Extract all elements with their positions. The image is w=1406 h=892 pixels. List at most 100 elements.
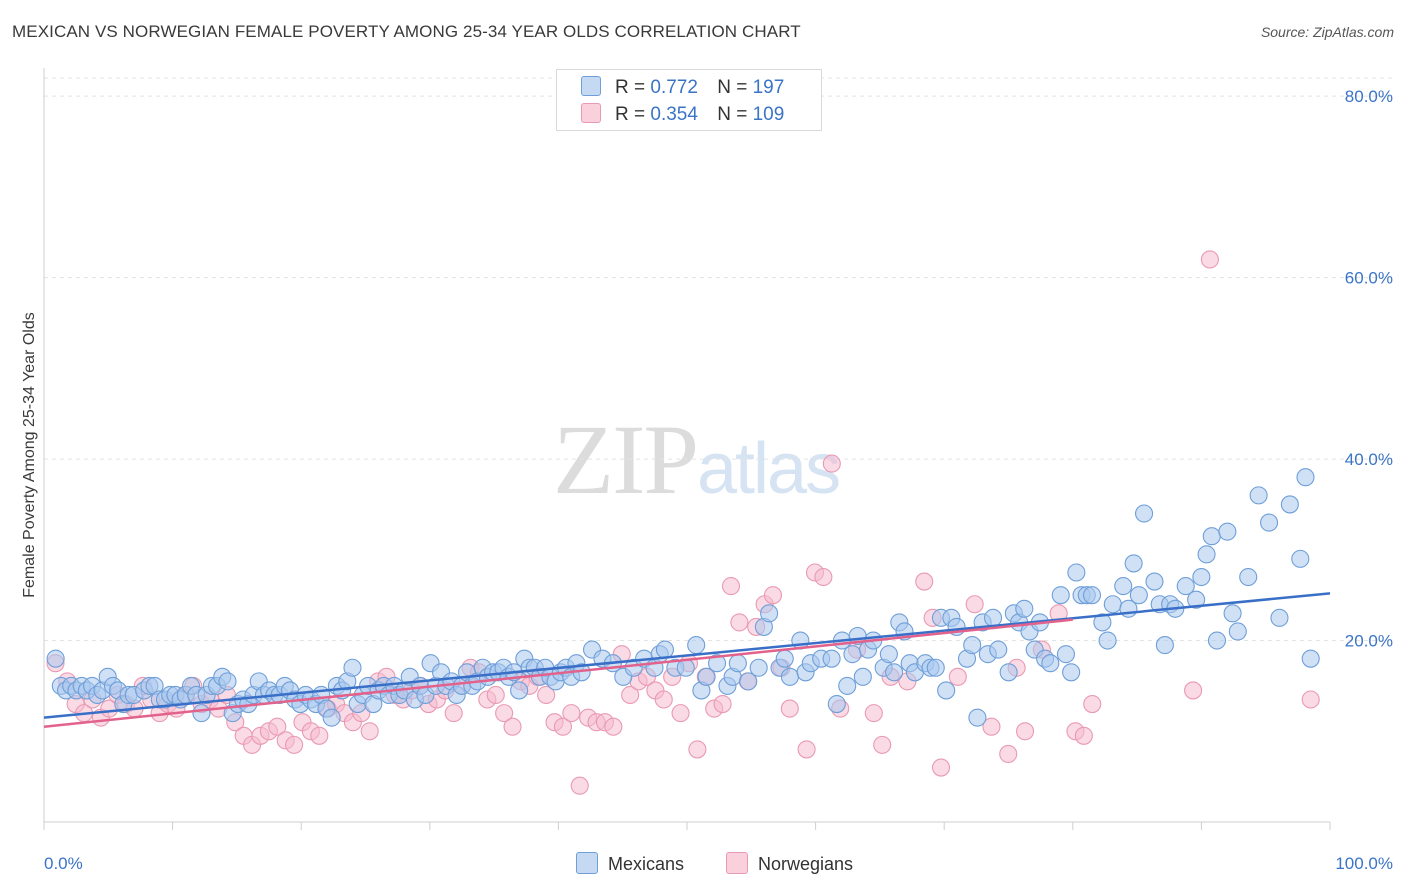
bottom-legend-label: Mexicans xyxy=(608,854,685,874)
x-tick-label: 0.0% xyxy=(44,854,83,873)
bottom-legend-mexicans: Mexicans xyxy=(576,852,684,875)
mexican-point xyxy=(1202,527,1221,546)
legend-r-label: R = xyxy=(615,77,646,98)
legend-row-mexicans: R = 0.772 N = 197 xyxy=(581,76,784,98)
mexican-point xyxy=(1270,608,1289,627)
mexican-point xyxy=(989,640,1008,659)
norwegian-point xyxy=(1015,722,1035,741)
legend-n-label: N = xyxy=(717,77,748,98)
chart-title: MEXICAN VS NORWEGIAN FEMALE POVERTY AMON… xyxy=(12,22,801,41)
norwegian-point xyxy=(1200,250,1219,269)
source-credit: Source: ZipAtlas.com xyxy=(1260,24,1394,40)
mexican-point xyxy=(1015,599,1034,618)
mexican-point xyxy=(853,667,872,686)
mexican-point xyxy=(192,704,211,723)
mexican-point xyxy=(838,676,857,695)
mexican-point xyxy=(1067,563,1086,582)
mexican-point xyxy=(1197,545,1216,564)
norwegian-point xyxy=(268,717,287,736)
mexican-point xyxy=(1062,663,1081,682)
mexican-point xyxy=(1223,604,1242,623)
mexican-point xyxy=(1176,577,1195,596)
norwegian-point xyxy=(1083,694,1102,714)
mexican-point xyxy=(1239,567,1258,587)
legend-n-value: 109 xyxy=(752,104,785,125)
y-tick-label: 60.0% xyxy=(1345,269,1393,288)
mexican-point xyxy=(827,694,846,714)
mexican-point xyxy=(1187,590,1206,609)
legend-r-value: 0.772 xyxy=(650,77,698,98)
norwegian-point xyxy=(553,717,572,736)
y-tick-label: 40.0% xyxy=(1345,450,1393,469)
mexican-point xyxy=(1129,586,1148,605)
norwegian-point xyxy=(688,740,707,759)
y-tick-label: 80.0% xyxy=(1345,87,1393,106)
mexican-point xyxy=(999,663,1018,682)
norwegian-point xyxy=(730,613,749,632)
norwegian-point xyxy=(931,758,951,777)
legend-n-label: N = xyxy=(717,104,748,125)
norwegian-point xyxy=(604,717,623,736)
norwegian-point xyxy=(671,704,690,723)
mexican-point xyxy=(749,658,768,677)
mexican-point xyxy=(822,649,841,668)
bottom-swatch-blue xyxy=(576,852,598,874)
mexican-point xyxy=(1041,654,1060,673)
norwegian-point xyxy=(570,776,589,795)
mexican-point xyxy=(1291,549,1310,568)
norwegian-point xyxy=(814,567,833,587)
norwegians-trend-line xyxy=(43,618,1073,728)
mexican-point xyxy=(879,645,898,664)
norwegian-point xyxy=(503,717,522,736)
mexican-point xyxy=(775,649,794,668)
norwegian-point xyxy=(763,586,783,605)
norwegian-point xyxy=(444,704,463,723)
mexican-point xyxy=(1114,577,1133,596)
norwegian-point xyxy=(713,694,732,714)
legend-swatch-pink xyxy=(581,103,601,123)
mexican-point xyxy=(1296,468,1315,487)
norwegian-point xyxy=(1074,726,1093,745)
mexican-point xyxy=(739,672,758,691)
mexican-point xyxy=(1228,622,1247,641)
legend-r-label: R = xyxy=(615,104,646,125)
mexican-point xyxy=(697,667,716,686)
norwegian-point xyxy=(999,744,1018,764)
mexican-point xyxy=(728,654,747,673)
mexican-point xyxy=(937,681,956,700)
mexican-point xyxy=(1145,572,1164,591)
norwegian-point xyxy=(562,704,581,723)
norwegian-point xyxy=(780,699,799,718)
mexican-point xyxy=(1056,645,1075,664)
mexican-point xyxy=(655,640,674,659)
norwegian-point xyxy=(537,685,556,705)
mexican-point xyxy=(1093,613,1112,632)
bottom-swatch-pink xyxy=(726,852,748,874)
norwegian-point xyxy=(1301,690,1320,709)
mexican-point xyxy=(983,608,1003,627)
legend-n-value: 197 xyxy=(752,77,785,98)
norwegian-point xyxy=(310,726,329,745)
norwegian-point xyxy=(654,690,673,709)
bottom-legend-label: Norwegians xyxy=(758,854,854,874)
legend-swatch-blue xyxy=(581,76,601,96)
mexican-point xyxy=(760,604,779,623)
norwegian-point xyxy=(948,667,967,686)
norwegian-point xyxy=(486,685,505,705)
mexican-point xyxy=(1218,522,1237,541)
norwegian-point xyxy=(873,735,892,754)
norwegian-point xyxy=(721,577,741,596)
mexican-point xyxy=(963,636,982,655)
norwegian-point xyxy=(797,740,816,759)
norwegian-point xyxy=(495,704,514,723)
mexican-point xyxy=(1280,495,1299,514)
mexican-point xyxy=(926,658,945,677)
norwegian-point xyxy=(285,735,304,754)
norwegian-point xyxy=(915,572,934,591)
legend-row-norwegians: R = 0.354 N = 109 xyxy=(581,103,784,125)
norwegian-point xyxy=(621,685,640,705)
mexican-point xyxy=(1103,595,1122,614)
watermark-atlas: atlas xyxy=(697,429,841,509)
mexican-point xyxy=(343,658,362,677)
